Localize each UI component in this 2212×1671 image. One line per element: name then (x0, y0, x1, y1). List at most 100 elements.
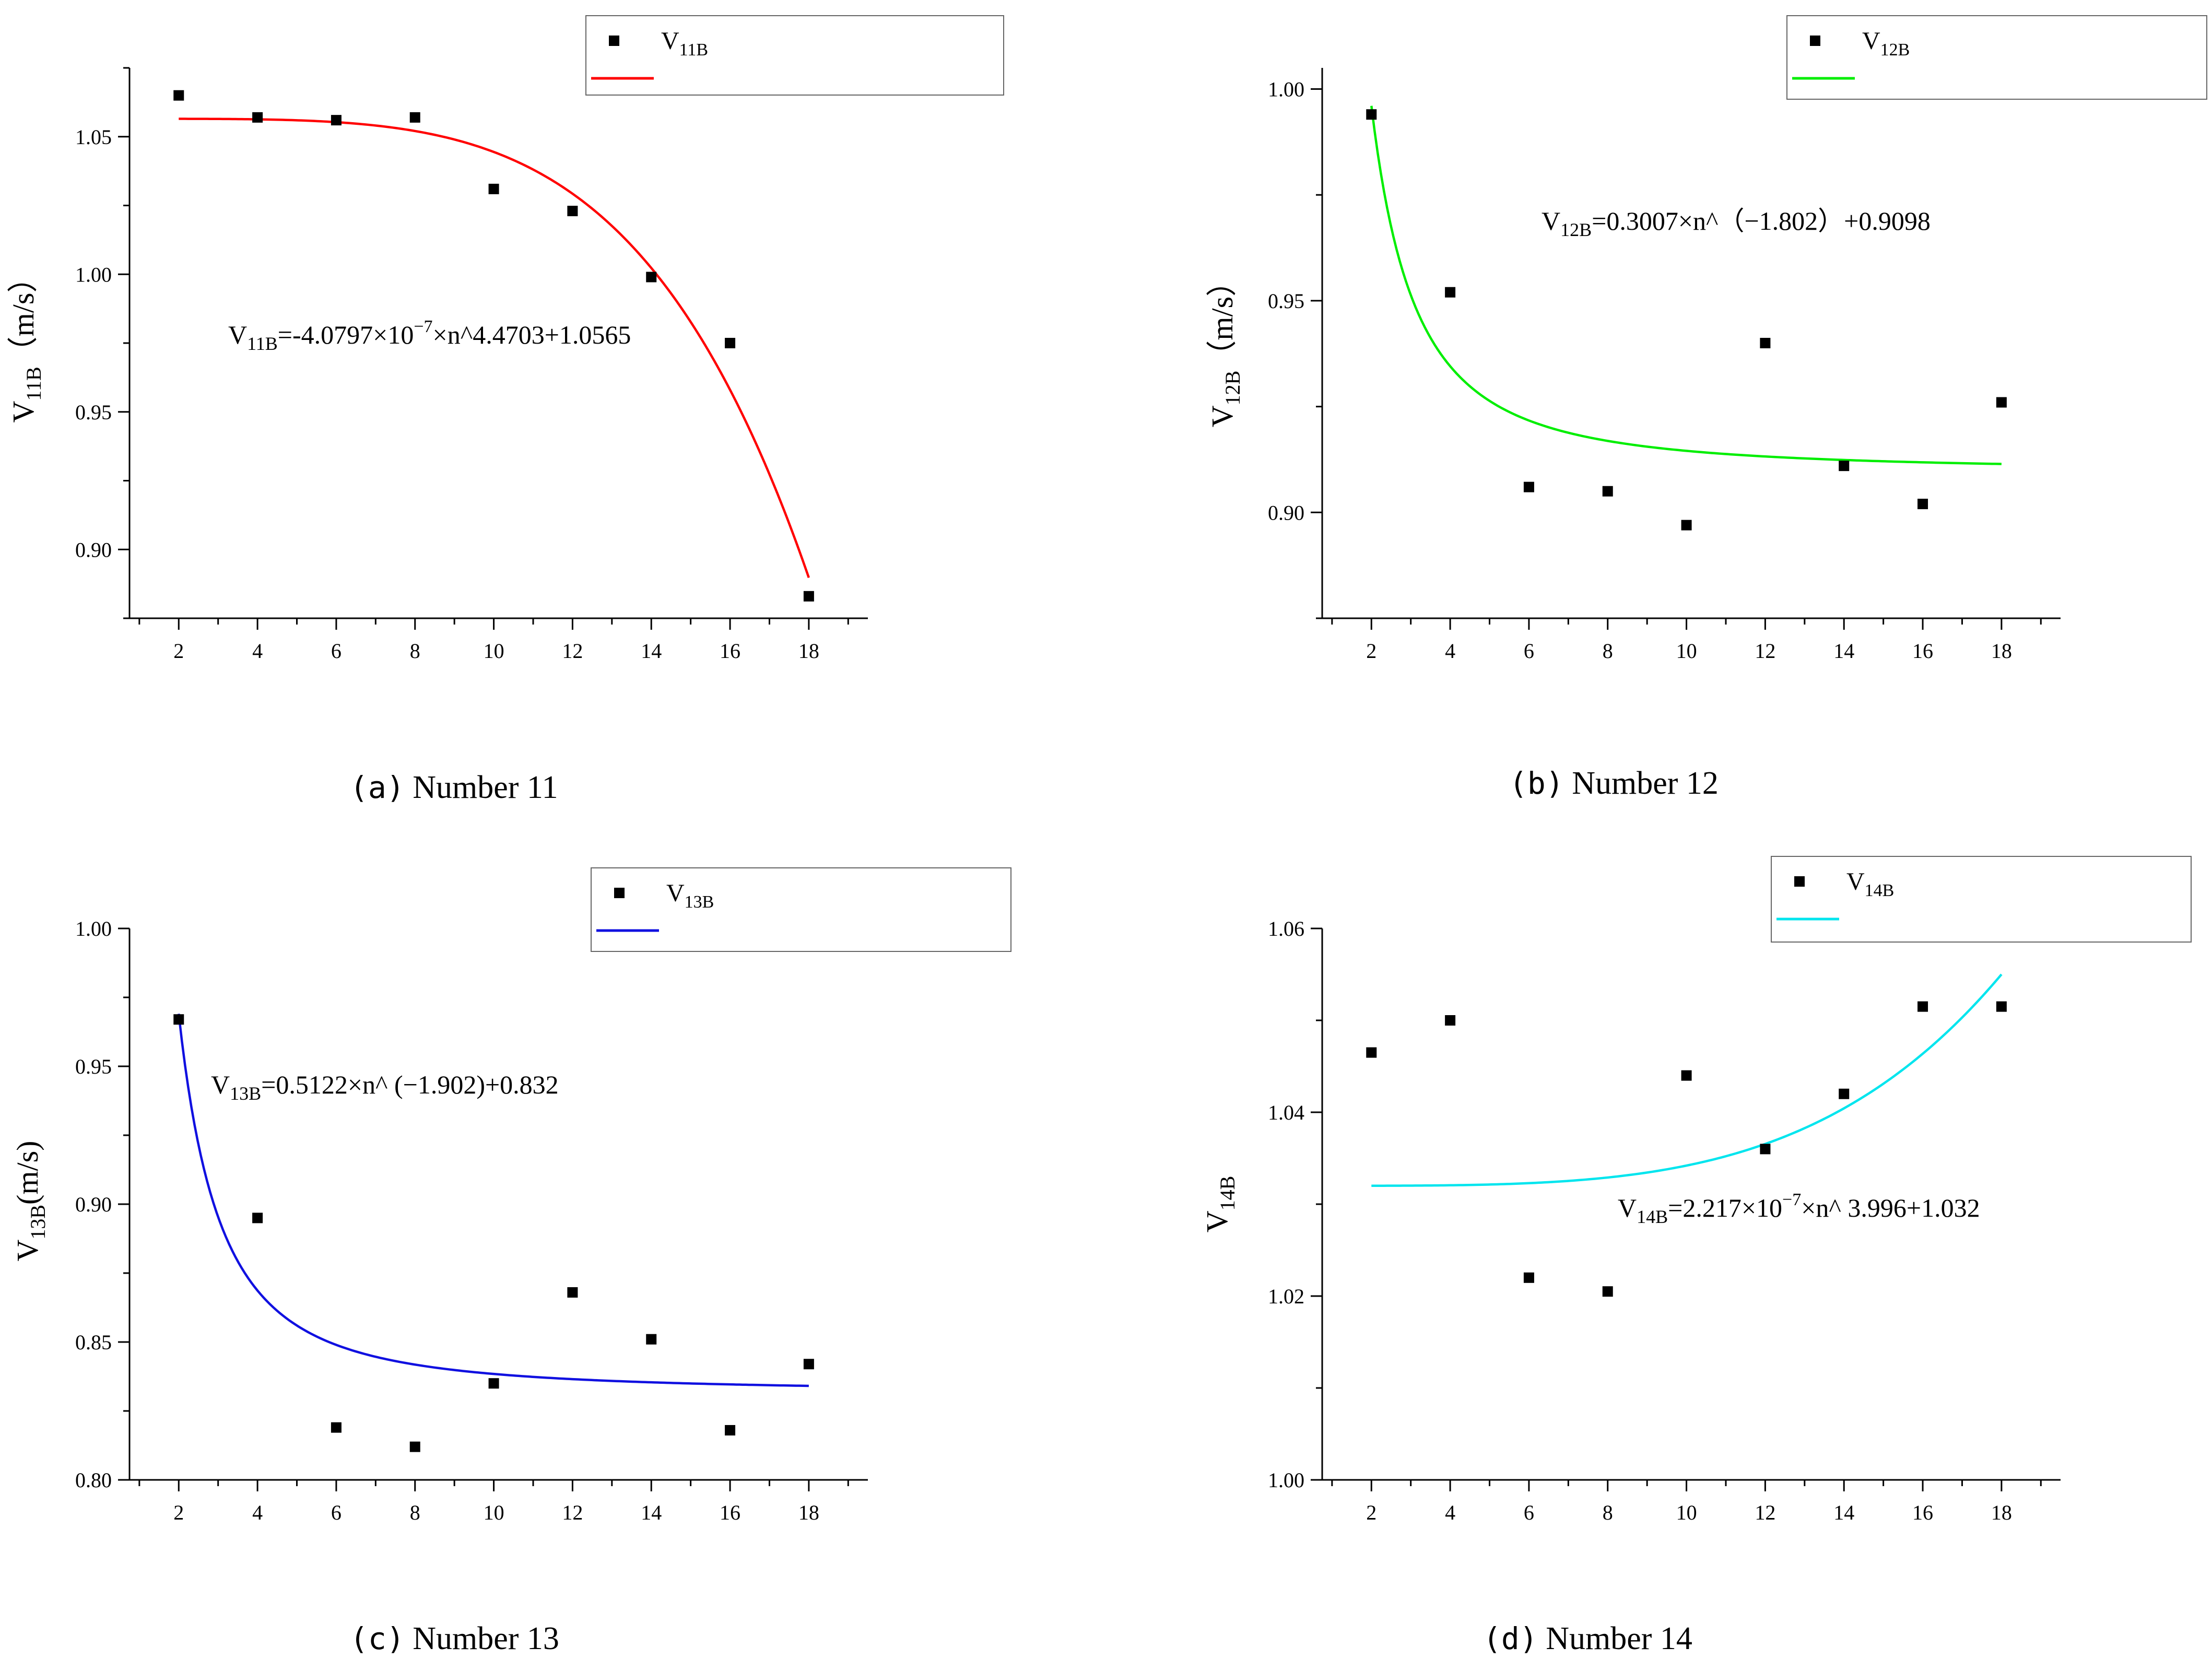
equation-symbol: V (1542, 206, 1560, 236)
legend-symbol: V (661, 27, 679, 55)
caption-letter: (d) (1483, 1621, 1538, 1656)
data-point (1839, 461, 1850, 472)
x-tick-label: 14 (641, 639, 662, 663)
data-point (331, 1422, 342, 1433)
data-point (488, 1378, 499, 1389)
y-tick-label: 0.90 (75, 538, 112, 561)
y-axis-units: （m/s） (1205, 266, 1239, 371)
x-tick-label: 4 (252, 1501, 263, 1524)
data-point (725, 1425, 736, 1435)
y-tick-label: 0.90 (75, 1193, 112, 1216)
panel-caption: (d) Number 14 (1483, 1621, 1692, 1656)
data-point (1996, 1001, 2007, 1012)
y-axis-subscript: 13B (26, 1205, 50, 1240)
x-tick-label: 8 (1603, 639, 1613, 663)
x-tick-label: 2 (1366, 1501, 1376, 1524)
x-tick-label: 10 (1676, 639, 1697, 663)
equation-subscript: 13B (230, 1083, 261, 1104)
fit-curve (179, 117, 810, 579)
x-tick-label: 16 (1912, 639, 1933, 663)
fit-curve (178, 1014, 809, 1387)
data-point (173, 1014, 184, 1025)
y-tick-label: 1.05 (75, 125, 112, 149)
equation-body: =0.5122×n^ (−1.902)+0.832 (261, 1070, 559, 1099)
legend-series-label: V11B (661, 27, 708, 60)
fit-curve (1371, 973, 2003, 1187)
fit-equation: V12B=0.3007×n^（−1.802）+0.9098 (1542, 206, 1931, 240)
data-point (1445, 287, 1456, 298)
equation-symbol: V (1618, 1193, 1637, 1222)
x-tick-label: 6 (331, 1501, 342, 1524)
data-point (1445, 1015, 1456, 1026)
caption-text: Number 12 (1564, 766, 1719, 801)
legend-subscript: 11B (679, 40, 708, 60)
y-tick-label: 1.00 (1268, 78, 1304, 101)
data-point (803, 1359, 814, 1370)
fit-equation: V13B=0.5122×n^ (−1.902)+0.832 (211, 1070, 559, 1104)
legend: V13B (591, 867, 1011, 952)
x-tick-label: 2 (1366, 639, 1376, 663)
y-tick-label: 1.00 (75, 263, 112, 286)
y-tick-label: 0.85 (75, 1331, 112, 1354)
legend-series-label: V13B (666, 879, 714, 912)
data-point (1996, 397, 2007, 408)
data-point (1602, 1286, 1613, 1297)
x-tick-label: 14 (641, 1501, 662, 1524)
y-axis-subscript: 14B (1216, 1176, 1239, 1211)
legend-subscript: 12B (1880, 40, 1910, 60)
x-tick-label: 14 (1833, 639, 1854, 663)
equation-superscript: −7 (414, 317, 432, 336)
legend-marker (614, 888, 625, 898)
y-axis-subscript: 11B (22, 367, 45, 401)
data-point (173, 90, 184, 101)
x-tick-label: 6 (1524, 639, 1534, 663)
panel-caption: (a) Number 11 (350, 770, 558, 805)
panel-caption: (b) Number 12 (1509, 766, 1719, 801)
x-tick-label: 16 (720, 1501, 740, 1524)
y-axis-title: V11B（m/s） (6, 263, 45, 423)
y-axis-subscript: 12B (1221, 371, 1244, 406)
x-tick-label: 18 (1991, 639, 2012, 663)
equation-superscript: −7 (1782, 1190, 1801, 1209)
data-point (1681, 520, 1692, 531)
x-tick-label: 12 (1755, 1501, 1775, 1524)
x-tick-label: 18 (1991, 1501, 2012, 1524)
panel-c: 2 4 6 8 10 12 14 16 180.800.850.900.951.00V13B(m… (10, 867, 1011, 1656)
legend: V14B (1771, 856, 2192, 943)
equation-subscript: 11B (247, 333, 278, 354)
y-tick-label: 1.00 (1268, 1468, 1304, 1492)
x-tick-label: 6 (1524, 1501, 1534, 1524)
x-tick-label: 16 (1912, 1501, 1933, 1524)
legend-marker (609, 36, 619, 46)
legend-series-label: V14B (1846, 868, 1894, 900)
x-tick-label: 8 (1603, 1501, 1613, 1524)
legend-symbol: V (1846, 868, 1865, 896)
data-point (488, 183, 499, 194)
equation-body: =0.3007×n^（−1.802）+0.9098 (1592, 206, 1931, 236)
y-axis-symbol: V (10, 1240, 44, 1262)
y-tick-label: 1.04 (1268, 1101, 1304, 1124)
fit-equation: V14B=2.217×10−7×n^ 3.996+1.032 (1618, 1190, 1980, 1227)
x-tick-label: 6 (331, 639, 342, 663)
data-point (409, 112, 420, 123)
legend-series-label: V12B (1862, 27, 1910, 60)
y-axis-title: V13B(m/s) (10, 1140, 50, 1261)
data-point (1917, 1001, 1928, 1012)
caption-text: Number 11 (405, 770, 558, 805)
y-axis-symbol: V (1205, 405, 1239, 427)
equation-subscript: 14B (1637, 1206, 1668, 1227)
data-point (252, 112, 263, 123)
panel-b: 2 4 6 8 10 12 14 16 180.900.951.00V12B（m/s）V12B=… (1205, 15, 2207, 801)
legend-box (591, 867, 1011, 952)
x-tick-label: 2 (173, 1501, 184, 1524)
x-tick-label: 8 (410, 639, 420, 663)
y-tick-label: 0.80 (75, 1468, 112, 1492)
data-point (1681, 1070, 1692, 1081)
equation-tail: ×n^ 3.996+1.032 (1801, 1193, 1980, 1222)
x-tick-label: 4 (1445, 1501, 1455, 1524)
y-tick-label: 0.90 (1268, 501, 1304, 524)
x-tick-label: 18 (798, 639, 819, 663)
equation-subscript: 12B (1560, 219, 1592, 240)
